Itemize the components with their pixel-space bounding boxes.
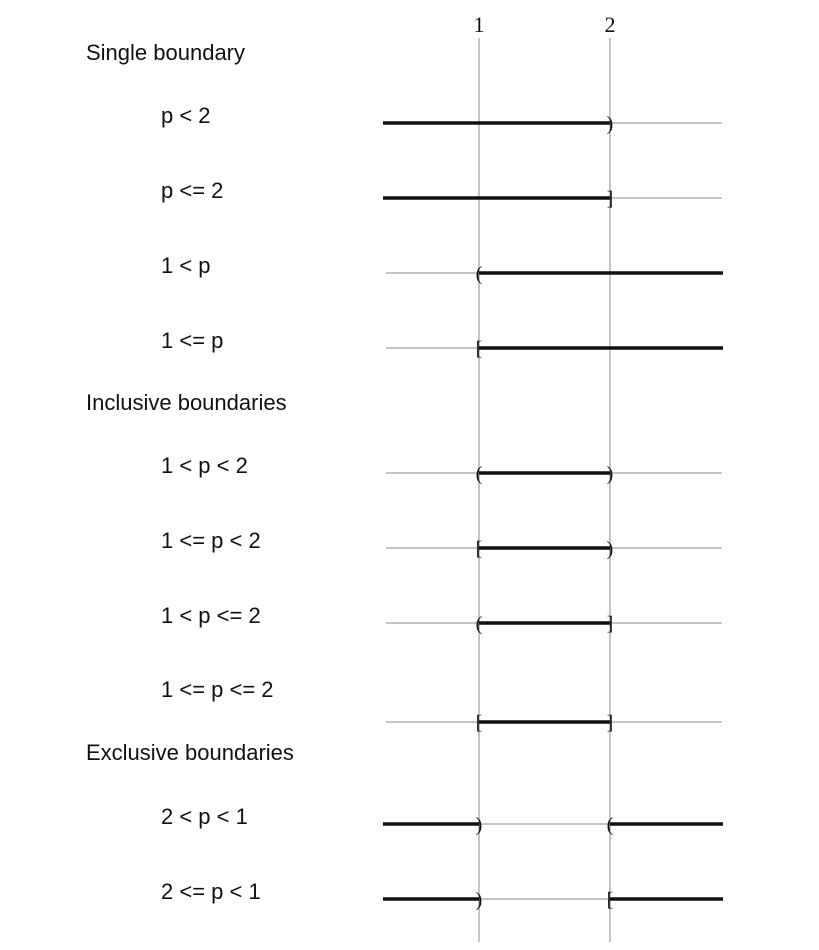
boundary-marker: )	[607, 113, 614, 135]
section-title: Inclusive boundaries	[86, 390, 287, 415]
row-label: 1 <= p <= 2	[161, 677, 274, 702]
row-label: p < 2	[161, 103, 211, 128]
boundary-marker: (	[476, 463, 483, 485]
boundary-marker: )	[476, 889, 483, 911]
boundary-marker: ]	[607, 712, 614, 734]
boundary-marker: [	[607, 889, 614, 911]
boundary-marker: )	[607, 538, 614, 560]
section-title: Exclusive boundaries	[86, 740, 294, 765]
row-label: 2 <= p < 1	[161, 879, 261, 904]
boundary-marker: )	[607, 463, 614, 485]
row-label: 1 < p <= 2	[161, 603, 261, 628]
section-title: Single boundary	[86, 40, 245, 65]
tick-label: 2	[605, 12, 616, 37]
row-label: 1 <= p	[161, 328, 223, 353]
boundary-marker: ]	[607, 613, 614, 635]
row-label: p <= 2	[161, 178, 223, 203]
row-label: 1 < p < 2	[161, 453, 248, 478]
row-label: 2 < p < 1	[161, 804, 248, 829]
boundary-marker: [	[476, 338, 483, 360]
boundary-marker: (	[607, 814, 614, 836]
boundary-marker: [	[476, 538, 483, 560]
boundary-marker: )	[476, 814, 483, 836]
boundary-marker: ]	[607, 188, 614, 210]
boundary-marker: [	[476, 712, 483, 734]
row-label: 1 < p	[161, 253, 211, 278]
boundary-marker: (	[476, 613, 483, 635]
tick-label: 1	[474, 12, 485, 37]
row-label: 1 <= p < 2	[161, 528, 261, 553]
boundary-marker: (	[476, 263, 483, 285]
